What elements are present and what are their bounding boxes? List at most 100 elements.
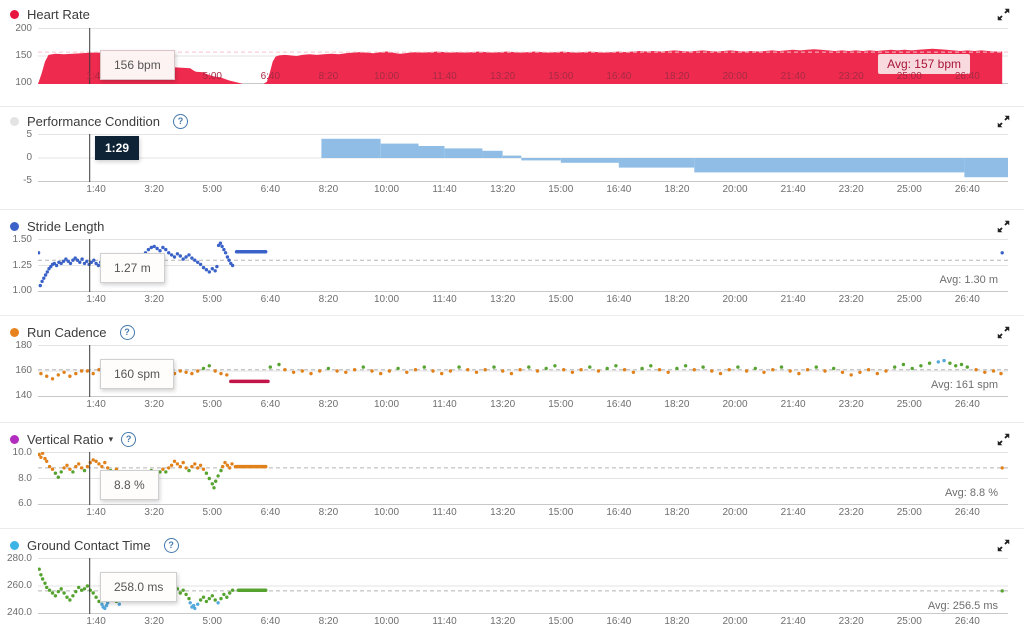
cursor-tooltip: 156 bpm	[100, 50, 175, 80]
series-color-dot	[10, 9, 19, 19]
x-tick-label: 8:20	[318, 507, 339, 518]
expand-icon[interactable]	[997, 539, 1010, 552]
plot-area[interactable]: 10.0 8.0 6.0 Avg: 8.8 % 8.8 %	[13, 448, 1008, 509]
x-tick-label: 21:40	[780, 507, 806, 518]
x-tick-label: 8:20	[318, 71, 339, 82]
x-tick-label: 26:40	[954, 71, 980, 82]
x-tick-label: 10:00	[373, 71, 400, 82]
x-tick-label: 1:40	[86, 184, 106, 195]
y-tick-label: 240.0	[6, 607, 32, 618]
plot-area[interactable]: 1.50 1.25 1.00 Avg: 1.30 m 1.27 m	[13, 235, 1008, 296]
x-tick-label: 8:20	[318, 399, 339, 410]
series-color-dot	[10, 540, 19, 550]
help-icon[interactable]: ?	[119, 324, 135, 340]
x-tick-label: 23:20	[838, 71, 864, 82]
chart-performance-condition: Performance Condition ? 5 0 -5 1:29 1:40…	[0, 107, 1024, 210]
x-tick-label: 5:00	[202, 294, 222, 305]
x-tick-label: 26:40	[954, 616, 980, 627]
x-tick-label: 1:40	[86, 507, 106, 518]
x-tick-label: 25:00	[896, 507, 922, 518]
x-tick-label: 23:20	[838, 399, 864, 410]
help-icon[interactable]: ?	[121, 431, 137, 447]
plot-area[interactable]: 200 150 100 Avg: 157 bpm 156 bpm	[15, 24, 1008, 88]
x-tick-label: 25:00	[896, 71, 922, 82]
cursor-tooltip: 258.0 ms	[100, 572, 178, 602]
expand-icon[interactable]	[997, 220, 1010, 233]
series-color-dot	[10, 116, 19, 126]
x-tick-label: 10:00	[373, 294, 400, 305]
x-tick-label: 18:20	[664, 399, 690, 410]
y-tick-label: 160	[15, 365, 32, 376]
x-tick-label: 11:40	[432, 184, 457, 195]
expand-icon[interactable]	[997, 115, 1010, 128]
x-tick-label: 5:00	[202, 616, 222, 627]
plot-area[interactable]: 280.0 260.0 240.0 Avg: 256.5 ms 258.0 ms	[7, 554, 1008, 618]
plot-area[interactable]: 180 160 140 Avg: 161 spm 160 spm	[15, 341, 1008, 401]
help-icon[interactable]: ?	[163, 537, 179, 553]
x-axis-labels: 1:40 3:20 5:00 6:40 8:20 10:00 11:40 13:20 15:00…	[38, 182, 1008, 197]
x-tick-label: 11:40	[432, 399, 457, 410]
x-tick-label: 10:00	[373, 507, 400, 518]
chart-header: Vertical Ratio ▾ ?	[0, 429, 1024, 449]
y-tick-label: 260.0	[6, 580, 32, 591]
x-tick-label: 6:40	[260, 184, 281, 195]
average-label: Avg: 1.30 m	[939, 274, 999, 286]
chevron-down-icon[interactable]: ▾	[108, 433, 114, 444]
x-tick-label: 10:00	[373, 184, 400, 195]
chart-run-cadence: Run Cadence ? 180 160 140 Avg: 161 spm 1…	[0, 316, 1024, 423]
expand-icon[interactable]	[997, 326, 1010, 339]
x-tick-label: 18:20	[664, 71, 690, 82]
x-tick-label: 16:40	[606, 71, 632, 82]
x-tick-label: 10:00	[373, 616, 400, 627]
x-tick-label: 18:20	[664, 616, 690, 627]
x-tick-label: 11:40	[432, 294, 457, 305]
chart-stride-length: Stride Length ? 1.50 1.25 1.00 Avg: 1.30…	[0, 210, 1024, 316]
help-icon[interactable]: ?	[172, 113, 188, 129]
series-color-dot	[10, 327, 19, 337]
x-tick-label: 20:00	[722, 399, 748, 410]
chart-header: Stride Length ?	[0, 216, 1024, 236]
x-tick-label: 16:40	[606, 399, 632, 410]
plot-area[interactable]: 5 0 -5 1:29	[23, 130, 1008, 186]
x-tick-label: 13:20	[490, 71, 516, 82]
y-tick-label: 280.0	[6, 553, 32, 564]
x-tick-label: 6:40	[260, 294, 281, 305]
x-tick-label: 6:40	[260, 71, 281, 82]
x-tick-label: 26:40	[954, 184, 980, 195]
x-tick-label: 10:00	[373, 399, 400, 410]
chart-heart-rate: Heart Rate ? 200 150 100 Avg: 157 bpm 15…	[0, 0, 1024, 107]
x-tick-label: 16:40	[606, 616, 632, 627]
x-tick-label: 16:40	[606, 184, 632, 195]
chart-canvas	[38, 558, 1008, 614]
chart-canvas	[38, 239, 1008, 292]
x-tick-label: 8:20	[318, 294, 339, 305]
x-tick-label: 13:20	[490, 294, 516, 305]
x-tick-label: 23:20	[838, 507, 864, 518]
x-tick-label: 13:20	[490, 399, 516, 410]
x-tick-label: 8:20	[318, 616, 339, 627]
x-axis-labels: 1:40 3:20 5:00 6:40 8:20 10:00 11:40 13:20 15:00…	[38, 397, 1008, 412]
chart-header: Heart Rate ?	[0, 4, 1024, 24]
y-tick-label: 1.50	[12, 234, 32, 245]
cursor-tooltip: 8.8 %	[100, 470, 159, 500]
x-tick-label: 15:00	[548, 294, 574, 305]
x-tick-label: 15:00	[548, 507, 574, 518]
chart-title: Heart Rate	[27, 6, 90, 22]
x-tick-label: 3:20	[144, 507, 164, 518]
x-tick-label: 18:20	[664, 507, 690, 518]
average-badge: Avg: 157 bpm	[878, 54, 970, 74]
y-tick-label: 6.0	[18, 498, 32, 509]
chart-canvas	[38, 452, 1008, 505]
x-tick-label: 11:40	[432, 616, 457, 627]
x-tick-label: 20:00	[722, 507, 748, 518]
expand-icon[interactable]	[997, 8, 1010, 21]
chart-canvas	[38, 345, 1008, 397]
x-tick-label: 15:00	[548, 71, 574, 82]
x-tick-label: 8:20	[318, 184, 339, 195]
x-tick-label: 5:00	[202, 399, 222, 410]
expand-icon[interactable]	[997, 433, 1010, 446]
x-tick-label: 15:00	[548, 616, 574, 627]
x-tick-label: 25:00	[896, 399, 922, 410]
chart-title: Vertical Ratio	[27, 431, 104, 447]
